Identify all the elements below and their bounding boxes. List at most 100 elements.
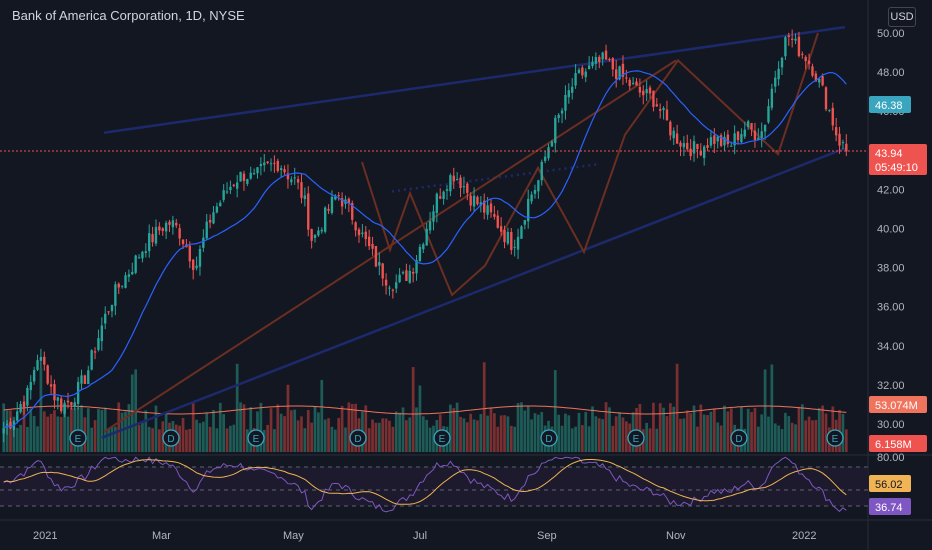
candle (334, 194, 337, 201)
candle (824, 86, 828, 112)
volume-bar (22, 405, 26, 452)
candle (432, 204, 435, 231)
candle (276, 158, 279, 173)
candle (164, 220, 168, 240)
candle (252, 168, 256, 175)
volume-bar (753, 408, 757, 452)
candle (124, 272, 127, 289)
upper-channel-line[interactable] (103, 25, 846, 134)
currency-button[interactable]: USD (888, 7, 916, 27)
earnings-marker[interactable]: E (627, 429, 645, 447)
candle (642, 85, 645, 105)
candle (313, 233, 317, 243)
candle (763, 124, 767, 140)
volume-bar (814, 419, 818, 452)
diagonal-trendline[interactable] (103, 59, 677, 433)
volume-bar (523, 410, 527, 452)
earnings-marker[interactable]: E (69, 429, 87, 447)
volume-bar (807, 416, 811, 452)
candle (554, 115, 557, 153)
candle (631, 76, 635, 86)
price-tick-label: 50.00 (877, 28, 905, 40)
candle (675, 124, 679, 145)
volume-bar (201, 421, 205, 452)
price-tick-label: 48.00 (877, 67, 905, 79)
dividend-marker[interactable]: D (162, 429, 180, 447)
volume-tag: 6.158M (869, 435, 927, 452)
candle (797, 31, 801, 58)
volume-bar (564, 413, 567, 452)
candle (686, 134, 689, 152)
candle (659, 103, 662, 119)
volume-bar (486, 415, 489, 452)
volume-bar (472, 419, 476, 452)
price-tick-label: 32.00 (877, 380, 905, 392)
volume-bar (509, 425, 513, 452)
candle (104, 306, 107, 330)
volume-bar (794, 424, 797, 452)
lower-channel-line[interactable] (101, 147, 846, 439)
volume-bar (746, 408, 750, 452)
volume-bar (208, 426, 212, 452)
volume-bar (188, 428, 192, 452)
earnings-marker[interactable]: E (826, 429, 844, 447)
volume-bar (421, 416, 425, 452)
volume-bar (577, 412, 581, 452)
candle (175, 218, 178, 229)
dividend-marker[interactable]: D (349, 429, 367, 447)
volume-bar (39, 367, 43, 452)
candle (205, 213, 208, 241)
volume-bar (215, 428, 219, 452)
candle (26, 385, 29, 412)
volume-bar (337, 417, 341, 452)
time-axis-label: 2021 (33, 530, 57, 542)
volume-bar (800, 404, 804, 452)
candle (337, 191, 340, 201)
earnings-marker[interactable]: E (247, 429, 265, 447)
candle (767, 98, 770, 124)
dividend-marker[interactable]: D (730, 429, 748, 447)
rsi-line (3, 456, 847, 513)
candle (442, 190, 445, 205)
candle (466, 181, 469, 201)
volume-bar (191, 402, 195, 452)
candle (621, 55, 625, 85)
volume-bar (53, 410, 56, 452)
interval-label[interactable]: 1D (185, 8, 203, 23)
volume-bar (712, 408, 716, 452)
volume-bar (388, 420, 391, 452)
svg-text:D: D (545, 434, 552, 445)
candle (19, 400, 22, 414)
volume-bar (374, 422, 378, 452)
candle (709, 129, 713, 149)
volume-bar (513, 426, 517, 452)
candle (39, 348, 43, 369)
earnings-marker[interactable]: E (433, 429, 451, 447)
candle (523, 219, 527, 230)
candle (408, 264, 411, 284)
candle (750, 122, 753, 137)
volume-bar (371, 419, 374, 452)
volume-bar (763, 369, 767, 452)
zigzag-pattern[interactable] (361, 32, 819, 297)
candle (706, 138, 709, 152)
volume-bar (841, 413, 845, 452)
candle (811, 63, 814, 78)
svg-text:6.158M: 6.158M (875, 439, 912, 451)
dotted-level-line[interactable] (391, 162, 601, 193)
volume-bar (844, 429, 848, 452)
volume-bar (624, 421, 628, 452)
volume-bar (323, 419, 327, 452)
candle (818, 77, 821, 88)
ma-price-tag: 46.38 (869, 96, 911, 113)
volume-bar (296, 420, 300, 452)
candle (645, 80, 648, 102)
volume-bar (279, 413, 283, 452)
time-axis-label: Jul (413, 530, 427, 542)
candle (286, 164, 290, 189)
candle (76, 376, 80, 410)
candle (774, 70, 777, 93)
dividend-marker[interactable]: D (540, 429, 558, 447)
volume-bar (658, 403, 662, 452)
